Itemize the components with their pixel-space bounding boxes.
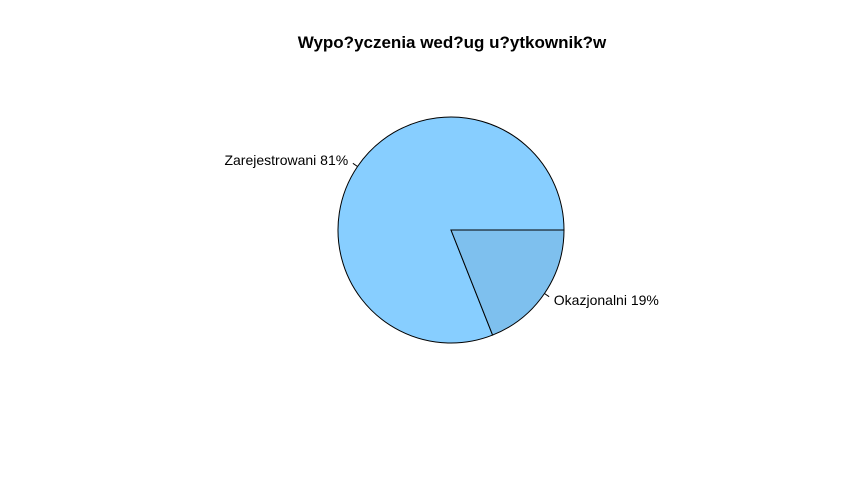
pie-labels: Zarejestrowani 81% Okazjonalni 19% <box>224 152 658 308</box>
pie-label-0: Zarejestrowani 81% <box>224 152 348 168</box>
pie-label-tick-0 <box>352 162 358 167</box>
chart-title: Wypo?yczenia wed?ug u?ytkownik?w <box>298 33 607 52</box>
pie-label-tick-1 <box>544 293 550 298</box>
pie-slices <box>337 116 565 344</box>
pie-label-1: Okazjonalni 19% <box>554 292 659 308</box>
